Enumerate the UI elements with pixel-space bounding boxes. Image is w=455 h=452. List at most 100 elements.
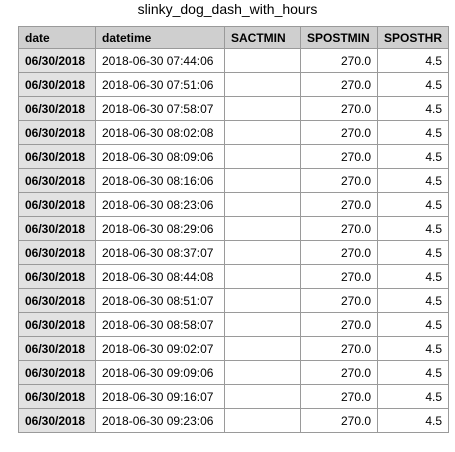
table-row: 06/30/2018 2018-06-30 08:09:06 270.0 4.5 [18, 144, 450, 169]
table-row: 06/30/2018 2018-06-30 08:02:08 270.0 4.5 [18, 120, 450, 145]
cell-sposthr: 4.5 [376, 384, 450, 409]
column-header-spostmin[interactable]: SPOSTMIN [300, 26, 378, 49]
table-row: 06/30/2018 2018-06-30 08:29:06 270.0 4.5 [18, 216, 450, 241]
cell-sposthr: 4.5 [376, 96, 450, 121]
cell-date: 06/30/2018 [18, 312, 96, 337]
cell-date: 06/30/2018 [18, 96, 96, 121]
cell-date: 06/30/2018 [18, 192, 96, 217]
cell-sposthr: 4.5 [376, 192, 450, 217]
cell-datetime: 2018-06-30 08:51:07 [95, 288, 225, 313]
table-row: 06/30/2018 2018-06-30 07:51:06 270.0 4.5 [18, 72, 450, 97]
cell-datetime: 2018-06-30 07:44:06 [95, 48, 225, 73]
cell-spostmin: 270.0 [300, 240, 378, 265]
data-table: date datetime SACTMIN SPOSTMIN SPOSTHR 0… [18, 26, 450, 433]
cell-date: 06/30/2018 [18, 72, 96, 97]
cell-date: 06/30/2018 [18, 240, 96, 265]
cell-sactmin [224, 96, 301, 121]
cell-sactmin [224, 408, 301, 433]
cell-spostmin: 270.0 [300, 192, 378, 217]
cell-sposthr: 4.5 [376, 312, 450, 337]
cell-datetime: 2018-06-30 07:51:06 [95, 72, 225, 97]
cell-date: 06/30/2018 [18, 408, 96, 433]
cell-datetime: 2018-06-30 09:09:06 [95, 360, 225, 385]
cell-datetime: 2018-06-30 08:23:06 [95, 192, 225, 217]
table-row: 06/30/2018 2018-06-30 08:44:08 270.0 4.5 [18, 264, 450, 289]
cell-sposthr: 4.5 [376, 72, 450, 97]
cell-sposthr: 4.5 [376, 336, 450, 361]
cell-spostmin: 270.0 [300, 336, 378, 361]
table-header: date datetime SACTMIN SPOSTMIN SPOSTHR [18, 26, 450, 49]
table-row: 06/30/2018 2018-06-30 09:23:06 270.0 4.5 [18, 408, 450, 433]
cell-datetime: 2018-06-30 08:29:06 [95, 216, 225, 241]
cell-sposthr: 4.5 [376, 360, 450, 385]
cell-datetime: 2018-06-30 07:58:07 [95, 96, 225, 121]
table-title: slinky_dog_dash_with_hours [137, 1, 318, 17]
cell-sposthr: 4.5 [376, 264, 450, 289]
column-header-date[interactable]: date [18, 26, 96, 49]
table-row: 06/30/2018 2018-06-30 09:16:07 270.0 4.5 [18, 384, 450, 409]
cell-sactmin [224, 312, 301, 337]
cell-date: 06/30/2018 [18, 120, 96, 145]
cell-datetime: 2018-06-30 08:16:06 [95, 168, 225, 193]
table-row: 06/30/2018 2018-06-30 08:37:07 270.0 4.5 [18, 240, 450, 265]
cell-spostmin: 270.0 [300, 360, 378, 385]
cell-spostmin: 270.0 [300, 216, 378, 241]
cell-date: 06/30/2018 [18, 384, 96, 409]
cell-sactmin [224, 144, 301, 169]
cell-spostmin: 270.0 [300, 96, 378, 121]
cell-date: 06/30/2018 [18, 288, 96, 313]
cell-sactmin [224, 168, 301, 193]
cell-datetime: 2018-06-30 08:44:08 [95, 264, 225, 289]
cell-sactmin [224, 192, 301, 217]
cell-sposthr: 4.5 [376, 240, 450, 265]
cell-sactmin [224, 72, 301, 97]
cell-sactmin [224, 264, 301, 289]
table-row: 06/30/2018 2018-06-30 08:16:06 270.0 4.5 [18, 168, 450, 193]
cell-date: 06/30/2018 [18, 48, 96, 73]
cell-spostmin: 270.0 [300, 72, 378, 97]
cell-date: 06/30/2018 [18, 168, 96, 193]
cell-sposthr: 4.5 [376, 48, 450, 73]
column-header-datetime[interactable]: datetime [95, 26, 225, 49]
table-row: 06/30/2018 2018-06-30 07:58:07 270.0 4.5 [18, 96, 450, 121]
cell-spostmin: 270.0 [300, 288, 378, 313]
column-header-sposthr[interactable]: SPOSTHR [376, 26, 450, 49]
cell-datetime: 2018-06-30 09:23:06 [95, 408, 225, 433]
table-row: 06/30/2018 2018-06-30 08:58:07 270.0 4.5 [18, 312, 450, 337]
cell-spostmin: 270.0 [300, 312, 378, 337]
cell-sposthr: 4.5 [376, 288, 450, 313]
cell-datetime: 2018-06-30 09:02:07 [95, 336, 225, 361]
cell-spostmin: 270.0 [300, 48, 378, 73]
cell-spostmin: 270.0 [300, 120, 378, 145]
table-row: 06/30/2018 2018-06-30 09:02:07 270.0 4.5 [18, 336, 450, 361]
table-row: 06/30/2018 2018-06-30 07:44:06 270.0 4.5 [18, 48, 450, 73]
table-row: 06/30/2018 2018-06-30 09:09:06 270.0 4.5 [18, 360, 450, 385]
cell-sactmin [224, 288, 301, 313]
cell-sactmin [224, 360, 301, 385]
cell-datetime: 2018-06-30 08:37:07 [95, 240, 225, 265]
cell-date: 06/30/2018 [18, 336, 96, 361]
cell-sactmin [224, 48, 301, 73]
cell-date: 06/30/2018 [18, 216, 96, 241]
cell-datetime: 2018-06-30 08:58:07 [95, 312, 225, 337]
cell-sactmin [224, 216, 301, 241]
cell-datetime: 2018-06-30 08:09:06 [95, 144, 225, 169]
cell-sactmin [224, 384, 301, 409]
cell-sposthr: 4.5 [376, 120, 450, 145]
cell-sposthr: 4.5 [376, 144, 450, 169]
cell-spostmin: 270.0 [300, 168, 378, 193]
cell-datetime: 2018-06-30 08:02:08 [95, 120, 225, 145]
table-body: 06/30/2018 2018-06-30 07:44:06 270.0 4.5 06/… [18, 48, 450, 433]
column-header-sactmin[interactable]: SACTMIN [224, 26, 301, 49]
table-row: 06/30/2018 2018-06-30 08:51:07 270.0 4.5 [18, 288, 450, 313]
cell-date: 06/30/2018 [18, 264, 96, 289]
cell-spostmin: 270.0 [300, 408, 378, 433]
cell-spostmin: 270.0 [300, 384, 378, 409]
cell-sposthr: 4.5 [376, 216, 450, 241]
cell-datetime: 2018-06-30 09:16:07 [95, 384, 225, 409]
cell-spostmin: 270.0 [300, 264, 378, 289]
header-row: date datetime SACTMIN SPOSTMIN SPOSTHR [18, 26, 450, 49]
table-row: 06/30/2018 2018-06-30 08:23:06 270.0 4.5 [18, 192, 450, 217]
cell-date: 06/30/2018 [18, 360, 96, 385]
cell-date: 06/30/2018 [18, 144, 96, 169]
